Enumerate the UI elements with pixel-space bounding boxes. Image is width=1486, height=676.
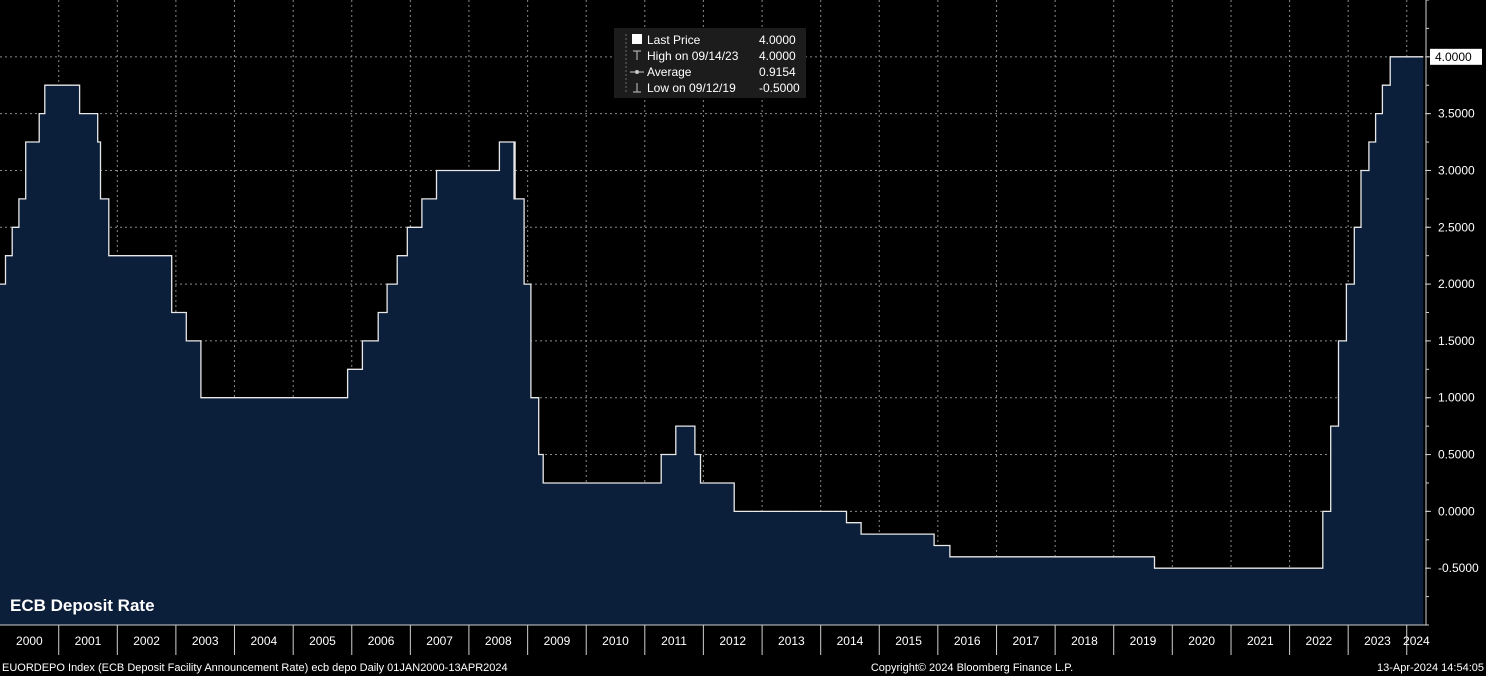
x-tick-label: 2004 [250,634,277,648]
legend-label-low: Low on 09/12/19 [647,81,736,95]
x-tick-label: 2003 [192,634,219,648]
x-tick-label: 2000 [16,634,43,648]
low-marker-icon [633,83,641,93]
footer-timestamp: 13-Apr-2024 14:54:05 [1377,662,1484,674]
x-tick-label: 2016 [954,634,981,648]
series-area [0,56,1424,626]
y-tick-label: 0.5000 [1438,448,1475,462]
legend-value-low: -0.5000 [759,81,800,95]
chart-title: ECB Deposit Rate [10,596,155,615]
high-marker-icon [633,50,641,60]
x-tick-label: 2023 [1364,634,1391,648]
x-tick-label: 2018 [1071,634,1098,648]
x-tick-label: 2019 [1130,634,1157,648]
white-square-icon [632,34,642,44]
y-tick-label: 2.5000 [1438,220,1475,234]
last-value-box [1430,48,1482,65]
series-line [0,56,1424,569]
y-tick-label: -0.5000 [1438,561,1479,575]
legend-value-average: 0.9154 [759,65,796,79]
axes: -0.5000 0.0000 0.5000 1.0000 1.5000 2.0000 2.5… [0,0,1482,655]
y-tick-label: 1.5000 [1438,334,1475,348]
legend-value-high: 4.0000 [759,49,796,63]
last-value-label: 4.0000 [1435,50,1472,64]
x-tick-label: 2017 [1012,634,1039,648]
footer-copyright: Copyright© 2024 Bloomberg Finance L.P. [871,662,1073,674]
legend-value-last-price: 4.0000 [759,33,796,47]
x-tick-label: 2012 [719,634,746,648]
x-tick-label: 2010 [602,634,629,648]
plot-area [0,56,1424,626]
legend-label-last-price: Last Price [647,33,701,47]
legend-background [614,28,806,98]
y-tick-label: 0.0000 [1438,504,1475,518]
legend-label-average: Average [647,65,692,79]
footer-source: EUORDEPO Index (ECB Deposit Facility Ann… [2,662,508,674]
legend: Last Price 4.0000 High on 09/14/23 4.000… [614,28,806,98]
x-tick-label: 2006 [368,634,395,648]
x-tick-label: 2020 [1188,634,1215,648]
x-tick-label: 2022 [1306,634,1333,648]
x-tick-label: 2009 [544,634,571,648]
x-tick-label: 2005 [309,634,336,648]
y-tick-label: 2.0000 [1438,277,1475,291]
x-tick-label: 2007 [426,634,453,648]
average-marker-icon [630,70,644,74]
x-tick-label: 2011 [661,634,687,648]
x-tick-label: 2024 [1403,634,1430,648]
legend-label-high: High on 09/14/23 [647,49,739,63]
x-tick-label: 2008 [485,634,512,648]
x-tick-label: 2014 [837,634,864,648]
y-tick-label: 1.0000 [1438,391,1475,405]
y-tick-label: 3.5000 [1438,107,1475,121]
x-tick-label: 2013 [778,634,805,648]
x-tick-label: 2002 [133,634,160,648]
x-tick-label: 2001 [75,634,102,648]
x-tick-label: 2015 [895,634,922,648]
x-tick-label: 2021 [1247,634,1274,648]
y-tick-label: 3.0000 [1438,163,1475,177]
